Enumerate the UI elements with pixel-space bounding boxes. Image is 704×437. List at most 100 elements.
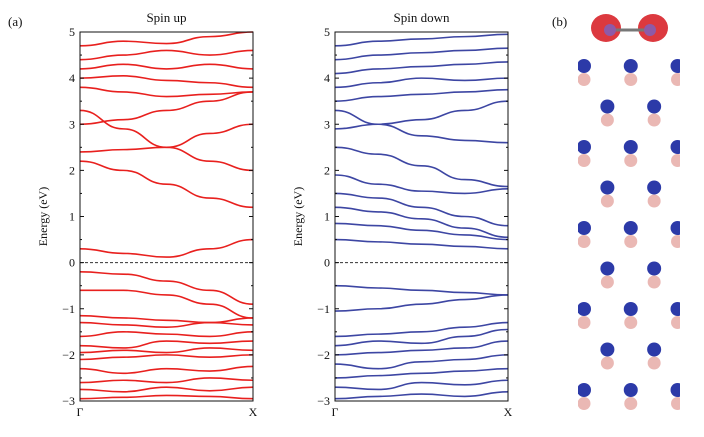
- x-tick-label: Γ: [332, 405, 339, 419]
- band-line-21: [79, 31, 254, 47]
- band-line-16: [79, 91, 254, 126]
- nitrogen-atom: [647, 342, 662, 357]
- band-line-11: [79, 271, 254, 305]
- y-tick-label: 5: [324, 25, 330, 39]
- nitrogen-atom: [670, 59, 680, 73]
- x-tick-label: X: [249, 405, 258, 419]
- y-tick-label: 1: [324, 210, 330, 224]
- y-axis-label: Energy (eV): [36, 187, 50, 246]
- nitrogen-atom: [623, 383, 638, 397]
- band-structure-spin-up: −3 −2 −1 0 1 2 3 4 5 Γ X Spin up Energy (eV): [36, 10, 258, 419]
- nitrogen-atom: [578, 59, 591, 73]
- band-line-7: [79, 331, 254, 338]
- band-line-1: [334, 379, 509, 391]
- boron-atom: [647, 356, 661, 370]
- nitrogen-atom: [623, 302, 638, 316]
- y-tick-label: 2: [69, 163, 75, 177]
- y-tick-label: 1: [69, 210, 75, 224]
- band-line-3: [334, 354, 509, 370]
- nitrogen-atom: [647, 99, 662, 114]
- band-line-17: [79, 86, 254, 98]
- y-tick-label: 5: [69, 25, 75, 39]
- band-line-12: [334, 192, 509, 227]
- panel-label-a: (a): [8, 14, 22, 29]
- y-tick-label: −2: [62, 348, 75, 362]
- band-line-8: [334, 284, 509, 296]
- band-line-13: [334, 174, 509, 195]
- band-structure-spin-down: −3 −2 −1 0 1 2 3 4 5 Γ X Spin down Energy (eV): [291, 10, 513, 419]
- band-line-18: [79, 75, 254, 89]
- nitrogen-atom: [623, 221, 638, 235]
- band-line-19: [334, 61, 509, 75]
- boron-atom: [578, 235, 591, 248]
- band-line-15: [334, 109, 509, 144]
- boron-atom: [624, 154, 638, 167]
- band-line-11: [334, 206, 509, 239]
- boron-atom: [624, 235, 638, 248]
- boron-atom: [578, 316, 591, 329]
- band-line-1: [79, 386, 254, 393]
- band-line-9: [334, 238, 509, 250]
- nitrogen-atom: [647, 261, 662, 276]
- nitrogen-atom: [623, 59, 638, 73]
- band-line-14: [334, 146, 509, 188]
- nitrogen-atom: [623, 140, 638, 154]
- band-line-10: [79, 289, 254, 319]
- band-line-0: [334, 390, 509, 400]
- nitrogen-atom: [578, 302, 591, 316]
- band-line-15: [79, 123, 254, 153]
- boron-atom: [578, 397, 591, 410]
- nitrogen-atom: [670, 140, 680, 154]
- boron-atom: [647, 275, 661, 289]
- band-line-6: [334, 321, 509, 338]
- y-tick-label: −1: [62, 302, 75, 316]
- chart-title: Spin up: [146, 10, 186, 25]
- nitrogen-atom: [670, 383, 680, 397]
- band-line-8: [79, 321, 254, 329]
- band-line-5: [334, 328, 509, 347]
- band-line-21: [334, 33, 509, 47]
- plot-frame: [79, 31, 254, 402]
- band-line-20: [334, 47, 509, 61]
- y-tick-label: 3: [324, 117, 330, 131]
- nitrogen-atom: [600, 99, 615, 114]
- band-line-2: [334, 367, 509, 379]
- nitrogen-atom: [578, 221, 591, 235]
- nitrogen-atom: [600, 180, 615, 195]
- boron-atom: [671, 397, 680, 410]
- band-line-20: [79, 49, 254, 61]
- boron-atom: [647, 194, 661, 208]
- y-tick-label: 3: [69, 117, 75, 131]
- y-tick-label: 2: [324, 163, 330, 177]
- boron-atom: [671, 235, 680, 248]
- boron-atom: [600, 275, 614, 289]
- band-line-9: [79, 314, 254, 324]
- y-tick-label: 0: [324, 256, 330, 270]
- boron-atom: [600, 356, 614, 370]
- band-line-10: [334, 222, 509, 241]
- boron-atom: [600, 194, 614, 208]
- nitrogen-atom: [670, 302, 680, 316]
- x-tick-label: X: [504, 405, 513, 419]
- nitrogen-atom: [670, 221, 680, 235]
- boron-atom: [624, 73, 638, 86]
- y-tick-label: 4: [324, 71, 330, 85]
- y-tick-label: −2: [317, 348, 330, 362]
- boron-atom: [671, 154, 680, 167]
- band-line-6: [79, 340, 254, 349]
- band-line-3: [79, 365, 254, 375]
- band-line-14: [79, 109, 254, 172]
- chart-title: Spin down: [394, 10, 450, 25]
- adatom: [644, 24, 656, 36]
- boron-atom: [624, 316, 638, 329]
- boron-atom: [671, 316, 680, 329]
- nitrogen-atom: [600, 261, 615, 276]
- band-line-16: [334, 100, 509, 130]
- boron-atom: [624, 397, 638, 410]
- nitrogen-atom: [578, 383, 591, 397]
- y-tick-label: 4: [69, 71, 75, 85]
- y-tick-label: −3: [62, 394, 75, 408]
- y-tick-label: −3: [317, 394, 330, 408]
- y-tick-label: 0: [69, 256, 75, 270]
